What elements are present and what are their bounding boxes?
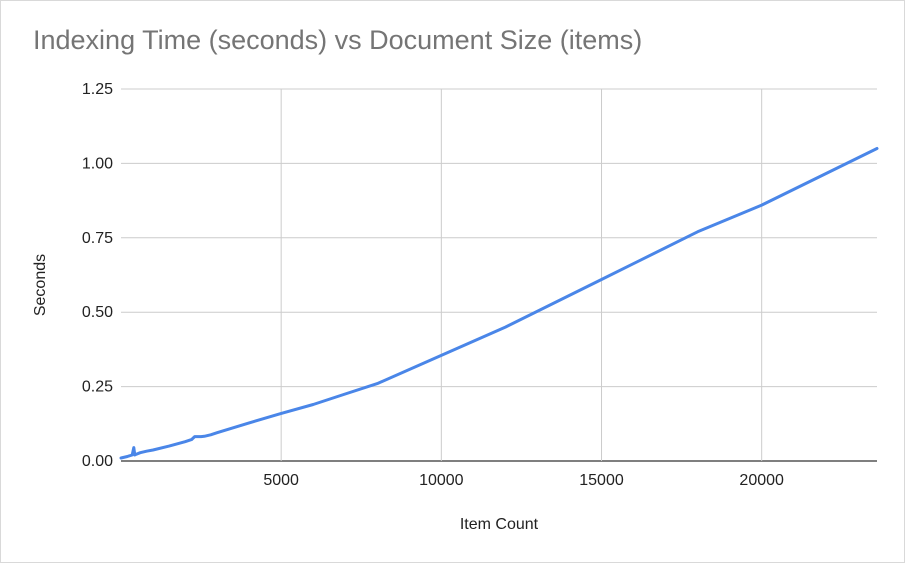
y-tick-label: 0.25 xyxy=(82,379,113,396)
x-tick-label: 10000 xyxy=(419,472,464,489)
y-axis-title: Seconds xyxy=(32,254,49,316)
y-tick-label: 1.25 xyxy=(82,81,113,98)
y-tick-label: 0.75 xyxy=(82,230,113,247)
x-tick-label: 5000 xyxy=(263,472,299,489)
series-layer xyxy=(119,147,879,460)
y-tick-label: 1.00 xyxy=(82,155,113,172)
x-tick-label: 15000 xyxy=(579,472,624,489)
y-tick-label: 0.00 xyxy=(82,453,113,470)
chart-title: Indexing Time (seconds) vs Document Size… xyxy=(33,25,643,55)
tick-labels: 0.00 0.25 0.50 0.75 1.00 1.25 5000 10000 15000 20… xyxy=(82,81,784,489)
x-axis-title: Item Count xyxy=(460,516,539,533)
y-tick-label: 0.50 xyxy=(82,304,113,321)
gridlines xyxy=(121,88,877,462)
series-line xyxy=(119,147,879,460)
x-tick-label: 20000 xyxy=(739,472,784,489)
